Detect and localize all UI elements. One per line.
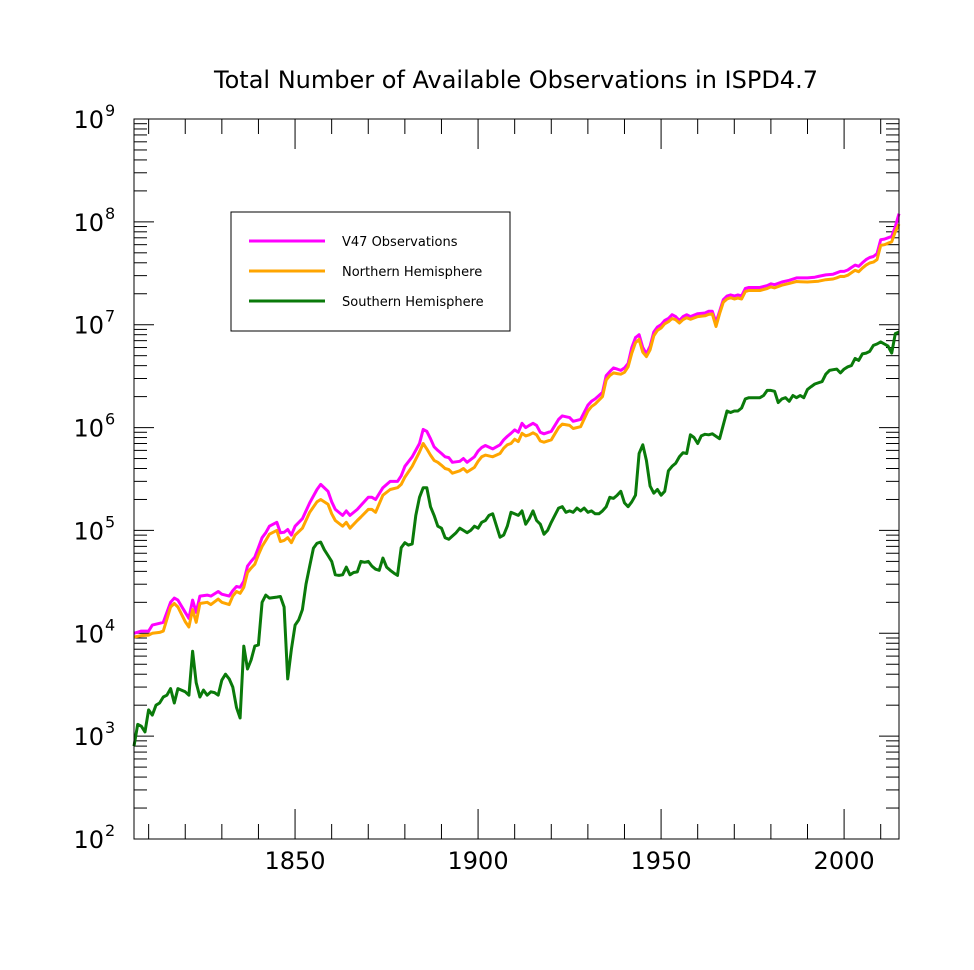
series-lines	[132, 213, 901, 747]
y-tick-base: 10	[73, 209, 104, 237]
series-line-0	[133, 213, 901, 635]
chart-title: Total Number of Available Observations i…	[213, 66, 818, 94]
y-tick-base: 10	[73, 415, 104, 443]
x-tick-label: 1850	[265, 847, 326, 875]
y-tick-label: 10	[73, 517, 104, 545]
plot-frame	[133, 118, 900, 840]
legend: V47 Observations Northern Hemisphere South…	[230, 211, 511, 332]
legend-label: Southern Hemisphere	[342, 295, 484, 310]
y-tick-label: 10	[73, 826, 104, 854]
y-tick-exponent: 4	[105, 615, 115, 634]
y-tick-label: 10	[73, 209, 104, 237]
legend-label: V47 Observations	[342, 235, 458, 250]
x-tick-label: 2000	[814, 847, 875, 875]
y-tick-exponent: 2	[105, 821, 115, 840]
y-tick-exponent: 7	[105, 307, 115, 326]
y-tick-base: 10	[73, 106, 104, 134]
y-tick-label: 10	[73, 723, 104, 751]
y-tick-exponent: 5	[105, 512, 115, 531]
x-tick-label: 1900	[448, 847, 509, 875]
y-tick-base: 10	[73, 826, 104, 854]
x-tick-label: 1950	[631, 847, 692, 875]
series-line-1	[133, 223, 901, 639]
y-tick-label: 10	[73, 620, 104, 648]
y-tick-label: 10	[73, 312, 104, 340]
y-tick-exponent: 3	[105, 718, 115, 737]
y-tick-base: 10	[73, 517, 104, 545]
y-tick-label: 10	[73, 106, 104, 134]
legend-label: Northern Hemisphere	[342, 265, 482, 280]
y-tick-base: 10	[73, 620, 104, 648]
y-tick-base: 10	[73, 312, 104, 340]
y-tick-exponent: 6	[105, 410, 115, 429]
axis-ticks	[134, 118, 899, 840]
y-tick-exponent: 8	[105, 204, 115, 223]
y-tick-exponent: 9	[105, 101, 115, 120]
y-tick-label: 10	[73, 415, 104, 443]
series-line-2	[132, 330, 900, 747]
y-tick-base: 10	[73, 723, 104, 751]
